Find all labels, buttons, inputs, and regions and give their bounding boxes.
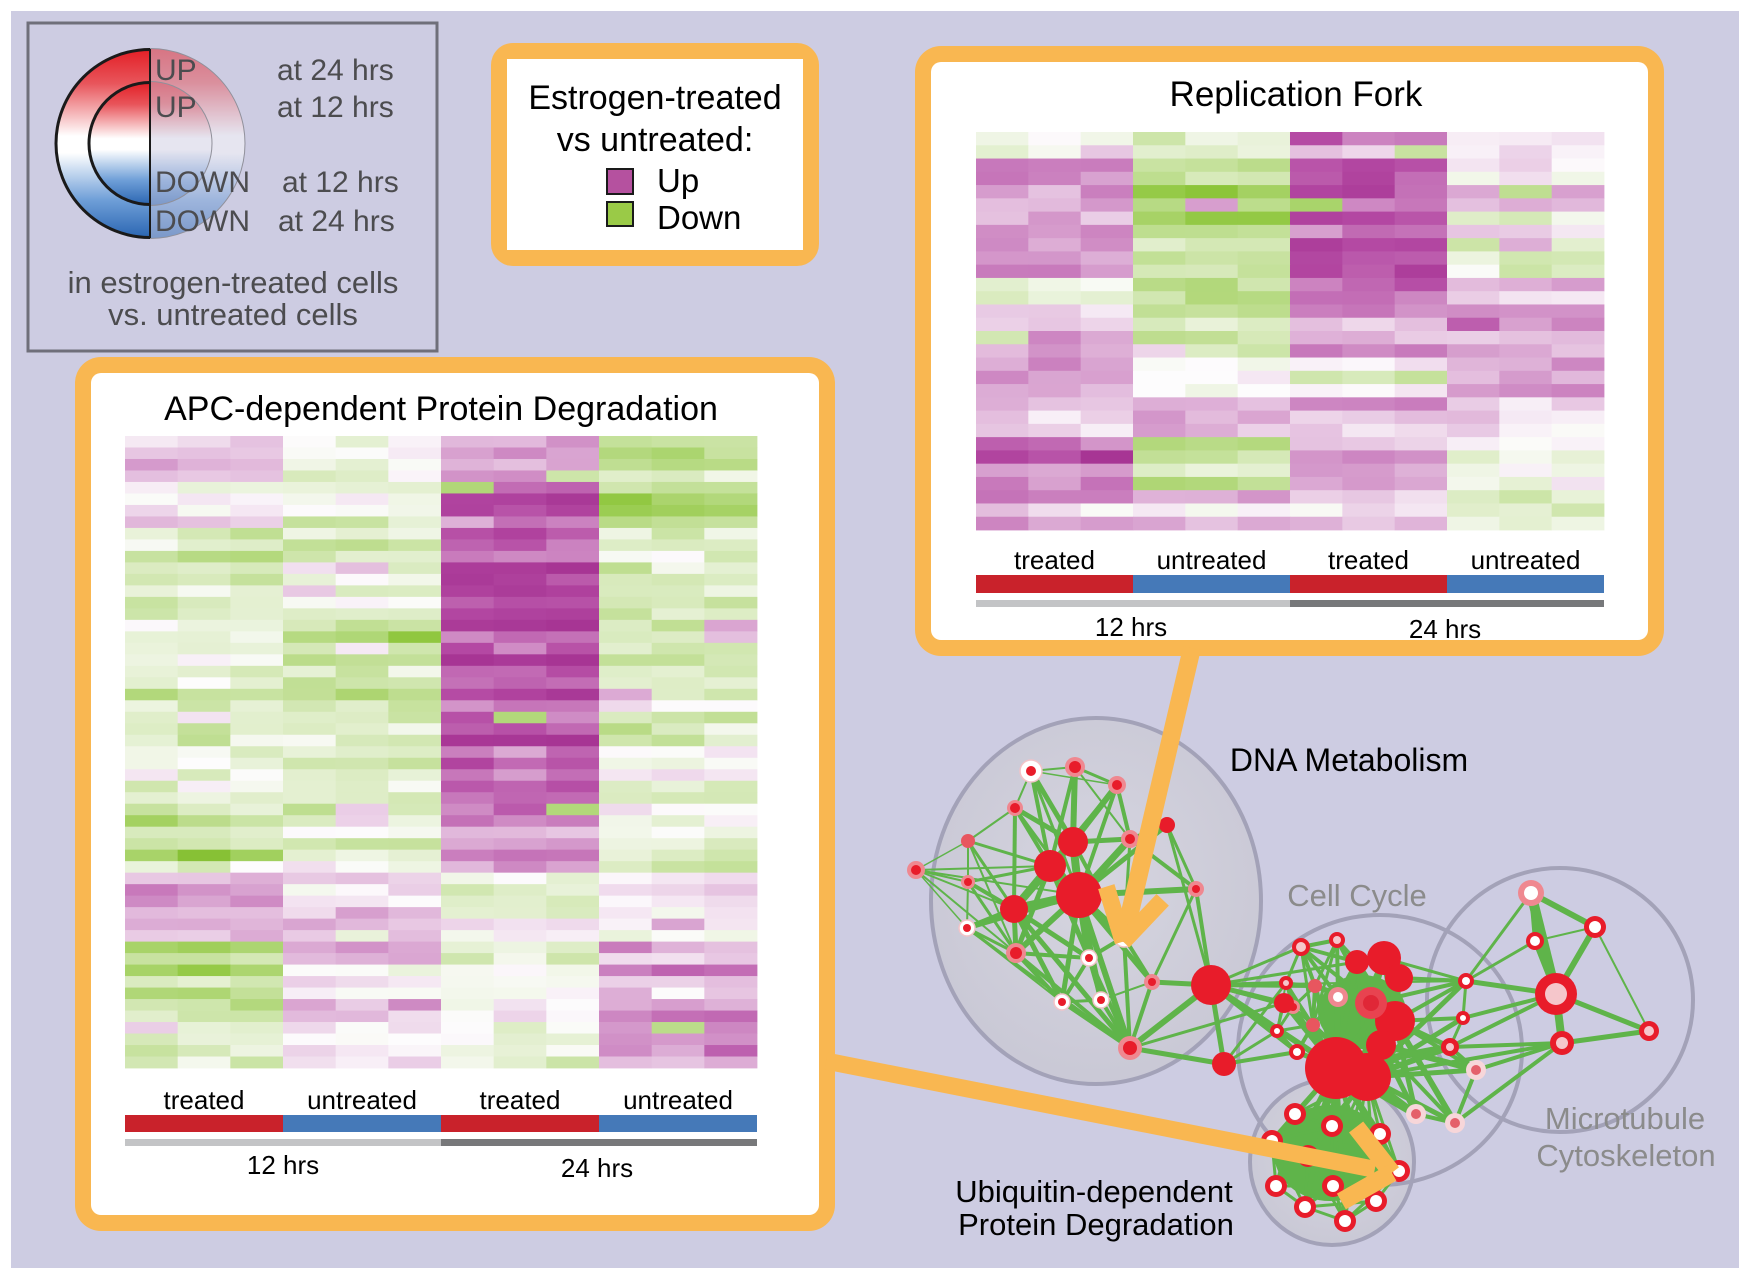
svg-text:in estrogen-treated cells: in estrogen-treated cells	[68, 265, 399, 300]
svg-text:UP: UP	[155, 54, 197, 87]
svg-text:DOWN: DOWN	[155, 205, 250, 238]
svg-text:treated: treated	[164, 1085, 245, 1115]
svg-text:at 24 hrs: at 24 hrs	[277, 54, 394, 87]
svg-text:treated: treated	[1328, 545, 1409, 575]
svg-text:Cell Cycle: Cell Cycle	[1287, 878, 1427, 913]
svg-text:DNA Metabolism: DNA Metabolism	[1230, 742, 1468, 778]
svg-text:DOWN: DOWN	[155, 166, 250, 199]
svg-text:Microtubule: Microtubule	[1545, 1101, 1705, 1136]
svg-text:untreated: untreated	[1471, 545, 1581, 575]
svg-text:Ubiquitin-dependent: Ubiquitin-dependent	[955, 1174, 1233, 1209]
svg-text:treated: treated	[480, 1085, 561, 1115]
svg-text:untreated: untreated	[623, 1085, 733, 1115]
svg-text:UP: UP	[155, 91, 197, 124]
svg-text:Down: Down	[657, 199, 741, 236]
svg-text:24 hrs: 24 hrs	[1409, 614, 1481, 644]
svg-text:at 12 hrs: at 12 hrs	[282, 166, 399, 199]
svg-text:vs. untreated cells: vs. untreated cells	[108, 297, 358, 332]
svg-text:12 hrs: 12 hrs	[247, 1150, 319, 1180]
svg-text:12 hrs: 12 hrs	[1095, 612, 1167, 642]
svg-text:untreated: untreated	[1157, 545, 1267, 575]
svg-text:at 12 hrs: at 12 hrs	[277, 91, 394, 124]
svg-text:Cytoskeleton: Cytoskeleton	[1536, 1138, 1715, 1173]
svg-text:Protein Degradation: Protein Degradation	[958, 1207, 1234, 1242]
svg-text:untreated: untreated	[307, 1085, 417, 1115]
svg-text:at 24 hrs: at 24 hrs	[278, 205, 395, 238]
svg-text:Replication Fork: Replication Fork	[1170, 75, 1423, 114]
svg-text:treated: treated	[1014, 545, 1095, 575]
svg-text:Up: Up	[657, 162, 699, 199]
svg-text:vs untreated:: vs untreated:	[557, 121, 754, 159]
svg-text:APC-dependent Protein Degradat: APC-dependent Protein Degradation	[164, 390, 718, 428]
svg-text:24 hrs: 24 hrs	[561, 1153, 633, 1183]
svg-text:Estrogen-treated: Estrogen-treated	[528, 79, 781, 117]
